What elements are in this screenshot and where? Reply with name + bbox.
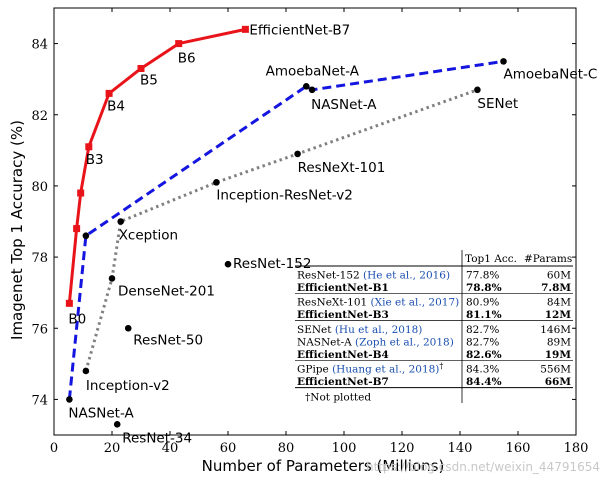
table-acc: 84.4% bbox=[466, 376, 502, 388]
axes: 0 20 40 60 80 100 120 140 160 180 74 76 78 80 82 84 bbox=[31, 7, 589, 456]
data-point bbox=[500, 58, 507, 65]
data-label: DenseNet-201 bbox=[118, 283, 215, 299]
data-label: B4 bbox=[107, 98, 125, 114]
data-point bbox=[124, 324, 132, 332]
data-label: AmoebaNet-A bbox=[266, 63, 360, 79]
series-lines bbox=[67, 27, 504, 400]
data-point bbox=[294, 150, 301, 158]
table-acc: 78.8% bbox=[466, 282, 502, 294]
table-params: 7.8M bbox=[541, 282, 571, 294]
table-footnote: †Not plotted bbox=[305, 392, 371, 404]
series-markers bbox=[65, 25, 507, 428]
x-tick-label: 160 bbox=[506, 441, 531, 456]
data-point bbox=[224, 260, 232, 268]
table-model: ResNeXt-101 (Xie et al., 2017) bbox=[297, 297, 459, 309]
table-params: 556M bbox=[540, 364, 571, 376]
data-label: ResNet-152 bbox=[233, 256, 311, 272]
data-point bbox=[117, 218, 124, 225]
data-label: B3 bbox=[86, 152, 104, 168]
table-params: 146M bbox=[540, 324, 571, 336]
y-axis-label: Imagenet Top 1 Accuracy (%) bbox=[8, 120, 26, 340]
table-params: 84M bbox=[547, 297, 571, 309]
table-model: EfficientNet-B4 bbox=[297, 349, 389, 361]
data-point bbox=[105, 89, 113, 97]
table-model: ResNet-152 (He et al., 2016) bbox=[297, 269, 450, 281]
x-tick-label: 140 bbox=[448, 441, 473, 456]
data-label: ResNeXt-101 bbox=[298, 160, 386, 176]
data-point bbox=[474, 86, 481, 94]
y-tick-label: 74 bbox=[31, 393, 48, 408]
data-point bbox=[175, 40, 183, 48]
table-acc: 82.7% bbox=[466, 324, 499, 336]
table-model: SENet (Hu et al., 2018) bbox=[297, 324, 422, 336]
table-acc: 81.1% bbox=[466, 309, 502, 321]
point-labels: B0 B3 B4 B5 B6 EfficientNet-B7 NASNet-A AmoebaN… bbox=[68, 22, 597, 446]
data-label: ResNet-34 bbox=[122, 430, 192, 446]
data-point bbox=[113, 421, 121, 428]
watermark: https://blog.csdn.net/weixin_44791654 bbox=[366, 460, 600, 474]
data-point bbox=[66, 396, 73, 403]
series-line bbox=[84, 88, 478, 372]
y-tick-label: 84 bbox=[31, 38, 48, 53]
table-params: 12M bbox=[545, 309, 572, 321]
table-acc: 82.6% bbox=[466, 349, 502, 361]
table-acc: 77.8% bbox=[466, 269, 499, 281]
data-label: AmoebaNet-C bbox=[504, 66, 598, 82]
x-tick-label: 20 bbox=[104, 441, 121, 456]
comparison-table: Top1 Acc. #Params ResNet-152 (He et al., 2… bbox=[295, 250, 573, 404]
y-tick-label: 78 bbox=[31, 251, 48, 266]
table-params: 66M bbox=[545, 376, 572, 388]
table-acc: 84.3% bbox=[466, 364, 499, 376]
data-label: NASNet-A bbox=[68, 405, 134, 421]
data-label: ResNet-50 bbox=[133, 332, 203, 348]
table-params: 60M bbox=[547, 269, 571, 281]
data-point bbox=[77, 189, 85, 197]
table-header: Top1 Acc. bbox=[465, 253, 517, 265]
data-label: B0 bbox=[68, 311, 86, 327]
data-point bbox=[213, 179, 220, 186]
data-point bbox=[137, 64, 145, 72]
data-label: NASNet-A bbox=[311, 97, 377, 113]
x-axis-label: Number of Parameters (Millions) bbox=[202, 457, 445, 475]
data-label: B5 bbox=[140, 72, 158, 88]
data-point bbox=[82, 367, 90, 375]
data-point bbox=[82, 232, 90, 240]
data-point bbox=[241, 25, 249, 33]
data-label: SENet bbox=[477, 96, 518, 112]
x-tick-label: 60 bbox=[220, 441, 237, 456]
data-point bbox=[73, 225, 81, 233]
data-point bbox=[303, 82, 310, 90]
series-line bbox=[67, 27, 246, 304]
table-params: 89M bbox=[547, 336, 571, 348]
y-tick-label: 80 bbox=[31, 180, 48, 195]
data-point bbox=[85, 143, 93, 151]
x-tick-label: 180 bbox=[564, 441, 589, 456]
data-label: Xception bbox=[119, 228, 178, 244]
table-model: EfficientNet-B7 bbox=[297, 376, 389, 388]
data-label: Inception-v2 bbox=[86, 378, 170, 394]
x-tick-label: 80 bbox=[278, 441, 295, 456]
data-label: EfficientNet-B7 bbox=[249, 22, 350, 38]
table-model: GPipe (Huang et al., 2018)† bbox=[297, 362, 443, 376]
y-tick-label: 82 bbox=[31, 109, 48, 124]
table-model: EfficientNet-B1 bbox=[297, 282, 389, 294]
table-acc: 80.9% bbox=[466, 297, 499, 309]
table-header: #Params bbox=[524, 253, 572, 265]
data-point bbox=[108, 275, 116, 282]
table-params: 19M bbox=[545, 349, 572, 361]
plot-frame bbox=[53, 7, 577, 436]
data-point bbox=[308, 86, 316, 94]
x-tick-label: 0 bbox=[50, 441, 58, 456]
x-tick-label: 100 bbox=[332, 441, 357, 456]
table-model: EfficientNet-B3 bbox=[297, 309, 389, 321]
y-tick-label: 76 bbox=[31, 322, 48, 337]
data-point bbox=[65, 299, 73, 307]
table-acc: 82.7% bbox=[466, 336, 499, 348]
data-label: Inception-ResNet-v2 bbox=[216, 187, 352, 203]
x-tick-label: 120 bbox=[390, 441, 415, 456]
x-tick-label: 40 bbox=[162, 441, 179, 456]
table-model: NASNet-A (Zoph et al., 2018) bbox=[297, 336, 454, 348]
data-label: B6 bbox=[178, 51, 196, 67]
